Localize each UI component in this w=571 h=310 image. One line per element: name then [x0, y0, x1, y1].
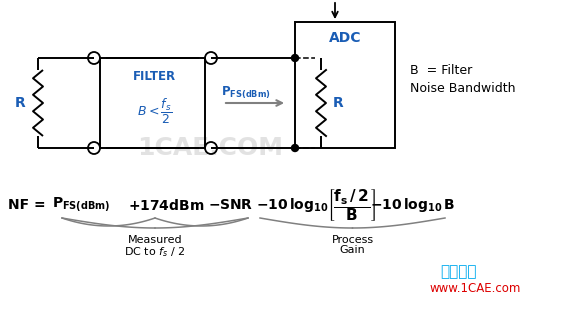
Bar [100, 58, 205, 148]
Text: $\mathbf{- 10\,log_{10}}$: $\mathbf{- 10\,log_{10}}$ [256, 196, 328, 214]
Text: $\mathbf{\left[\dfrac{f_s\,/\,2}{B}\right]}$: $\mathbf{\left[\dfrac{f_s\,/\,2}{B}\righ… [327, 187, 376, 223]
Text: $B < \dfrac{f_s}{2}$: $B < \dfrac{f_s}{2}$ [137, 96, 172, 126]
Text: DC to $f_s$ / 2: DC to $f_s$ / 2 [124, 245, 186, 259]
Text: $\mathbf{P_{FS(dBm)}}$: $\mathbf{P_{FS(dBm)}}$ [52, 196, 110, 215]
Text: Process: Process [331, 235, 373, 245]
Text: $\mathbf{- 10\,log_{10}\,B}$: $\mathbf{- 10\,log_{10}\,B}$ [370, 196, 455, 214]
Text: R: R [15, 96, 25, 110]
Text: ADC: ADC [329, 31, 361, 45]
Text: FILTER: FILTER [133, 69, 176, 82]
Text: B  = Filter: B = Filter [410, 64, 472, 77]
Text: Noise Bandwidth: Noise Bandwidth [410, 82, 516, 95]
Circle shape [292, 144, 299, 152]
Text: $\mathbf{- SNR}$: $\mathbf{- SNR}$ [208, 198, 254, 212]
Text: Measured: Measured [128, 235, 182, 245]
Text: $\mathbf{P_{FS(dBm)}}$: $\mathbf{P_{FS(dBm)}}$ [221, 85, 271, 101]
Text: 1CAE.COM: 1CAE.COM [137, 136, 283, 160]
Circle shape [292, 55, 299, 61]
Text: NF =: NF = [8, 198, 46, 212]
Text: $\mathbf{+ 174dBm}$: $\mathbf{+ 174dBm}$ [128, 197, 204, 212]
Text: www.1CAE.com: www.1CAE.com [430, 281, 521, 294]
Text: 仿真在线: 仿真在线 [440, 264, 477, 280]
Text: R: R [333, 96, 344, 110]
Text: Gain: Gain [340, 245, 365, 255]
Bar [295, 22, 395, 148]
